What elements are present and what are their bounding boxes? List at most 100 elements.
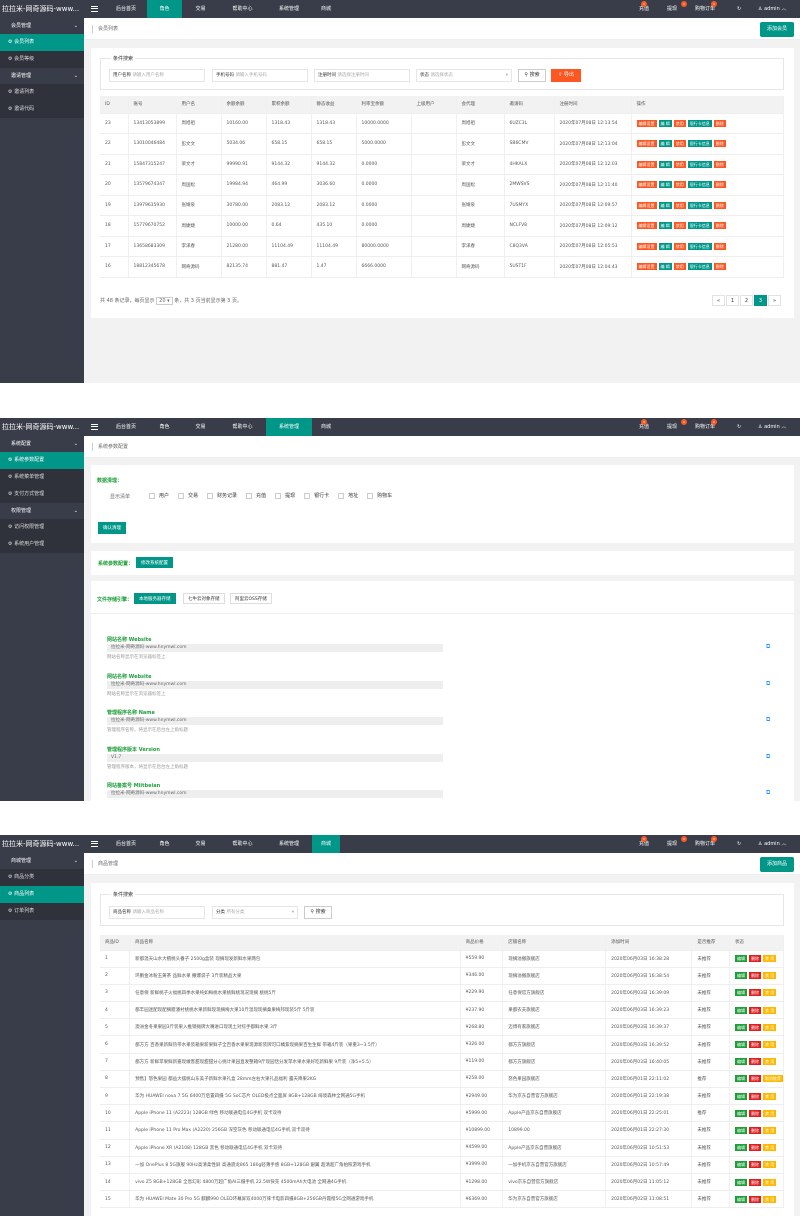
row-action-button[interactable]: 编辑 xyxy=(735,1161,747,1169)
row-action-button[interactable]: 编辑设置 xyxy=(636,263,657,271)
row-action-button[interactable]: 禁 用 xyxy=(763,1092,777,1100)
row-action-button[interactable]: 删除 xyxy=(713,181,726,189)
menu-toggle-icon[interactable] xyxy=(91,4,98,12)
row-action-button[interactable]: 编 辑 xyxy=(658,242,672,250)
refresh-icon[interactable]: ↻ xyxy=(737,424,742,430)
row-action-button[interactable]: 编辑 xyxy=(735,1092,747,1100)
row-action-button[interactable]: 禁 用 xyxy=(763,1195,777,1203)
nav-home[interactable]: 后台首页 xyxy=(115,841,136,847)
nav-help[interactable]: 帮助中心 xyxy=(232,6,253,12)
row-action-button[interactable]: 编辑设置 xyxy=(636,242,657,250)
clean-checkbox[interactable]: 交易 xyxy=(178,492,198,499)
nav-help[interactable]: 帮助中心 xyxy=(232,424,253,430)
row-action-button[interactable]: 禁 用 xyxy=(763,972,777,980)
copy-icon[interactable]: ⧉ xyxy=(766,679,771,687)
clean-checkbox[interactable]: 财务记录 xyxy=(207,492,237,499)
row-action-button[interactable]: 编 辑 xyxy=(658,181,672,189)
clean-checkbox[interactable]: 购物车 xyxy=(367,492,392,499)
row-action-button[interactable]: 银行卡信息 xyxy=(687,119,712,127)
row-action-button[interactable]: 编辑设置 xyxy=(636,181,657,189)
row-action-button[interactable]: 删除 xyxy=(749,1144,761,1152)
row-action-button[interactable]: 删除 xyxy=(713,140,726,148)
sidebar-group[interactable]: 会员管理 ⌄ xyxy=(0,18,84,34)
top-recharge[interactable]: 充值 xyxy=(639,835,649,853)
row-action-button[interactable]: 删除 xyxy=(749,1006,761,1014)
export-button[interactable]: ⇪ 导出 xyxy=(551,69,581,82)
row-action-button[interactable]: 银行卡信息 xyxy=(687,222,712,230)
storage-qiniu-button[interactable]: 七牛云对象存储 xyxy=(183,593,225,604)
row-action-button[interactable]: 银行卡信息 xyxy=(687,160,712,168)
add-member-button[interactable]: 添加会员 xyxy=(759,22,794,37)
row-action-button[interactable]: 编辑 xyxy=(735,1075,747,1083)
sidebar-group[interactable]: 系统配置 ⌄ xyxy=(0,436,84,452)
copy-icon[interactable]: ⧉ xyxy=(766,752,771,760)
row-action-button[interactable]: 编 辑 xyxy=(658,222,672,230)
nav-role[interactable]: 角色 xyxy=(159,841,170,847)
row-action-button[interactable]: 删除 xyxy=(749,1161,761,1169)
row-action-button[interactable]: 禁 用 xyxy=(763,1126,777,1134)
row-action-button[interactable]: 删除 xyxy=(749,1126,761,1134)
status-select[interactable]: 状态 请选择状态 ▾ xyxy=(416,69,512,82)
page-button[interactable]: 2 xyxy=(740,295,753,306)
top-recharge[interactable]: 充值 xyxy=(639,418,649,436)
row-action-button[interactable]: 禁 用 xyxy=(763,1161,777,1169)
copy-icon[interactable]: ⧉ xyxy=(766,643,771,650)
row-action-button[interactable]: 编辑 xyxy=(735,1195,747,1203)
row-action-button[interactable]: 禁用 xyxy=(673,160,686,168)
row-action-button[interactable]: 禁用 xyxy=(673,263,686,271)
row-action-button[interactable]: 编辑设置 xyxy=(636,119,657,127)
row-action-button[interactable]: 编辑设置 xyxy=(636,140,657,148)
row-action-button[interactable]: 禁 用 xyxy=(763,1058,777,1066)
row-action-button[interactable]: 编辑 xyxy=(735,1058,747,1066)
menu-toggle-icon[interactable] xyxy=(91,839,98,847)
search-button[interactable]: ⚲ 搜索 xyxy=(304,906,332,919)
clean-checkbox[interactable]: 银行卡 xyxy=(304,492,329,499)
row-action-button[interactable]: 禁用 xyxy=(673,242,686,250)
copy-icon[interactable]: ⧉ xyxy=(766,716,771,723)
field-input[interactable]: 拉拉米-网奇源码-www.hnymwl.com xyxy=(107,680,443,689)
row-action-button[interactable]: 编辑 xyxy=(735,1178,747,1186)
row-action-button[interactable]: 删除 xyxy=(749,1178,761,1186)
sidebar-item[interactable]: ⚙ 会员列表 xyxy=(0,34,84,51)
row-action-button[interactable]: 禁用 xyxy=(673,222,686,230)
row-action-button[interactable]: 编辑设置 xyxy=(636,160,657,168)
sidebar-item[interactable]: ⚙ 订单列表 xyxy=(0,903,84,920)
row-action-button[interactable]: 银行卡信息 xyxy=(687,181,712,189)
storage-aliyun-button[interactable]: 阿里云OSS存储 xyxy=(230,593,272,604)
row-action-button[interactable]: 编 辑 xyxy=(658,119,672,127)
nav-trade[interactable]: 交易 xyxy=(195,424,206,430)
sidebar-group[interactable]: 邀请管理 ⌄ xyxy=(0,68,84,84)
username-field[interactable]: 用户名称 请输入用户名称 xyxy=(109,69,205,82)
row-action-button[interactable]: 编辑 xyxy=(735,989,747,997)
row-action-button[interactable]: 编 辑 xyxy=(658,201,672,209)
row-action-button[interactable]: 银行卡信息 xyxy=(687,242,712,250)
clean-checkbox[interactable]: 用户 xyxy=(149,492,169,499)
nav-system[interactable]: 系统管理 xyxy=(266,418,312,436)
row-action-button[interactable]: 银行卡信息 xyxy=(687,201,712,209)
row-action-button[interactable]: 删除 xyxy=(749,1109,761,1117)
storage-local-button[interactable]: 本地服务器存储 xyxy=(134,593,176,604)
row-action-button[interactable]: 禁 用 xyxy=(763,955,777,963)
clean-checkbox[interactable]: 充值 xyxy=(246,492,266,499)
top-orders[interactable]: 购物订单 xyxy=(695,0,715,18)
sidebar-group[interactable]: 权限管理 ⌄ xyxy=(0,503,84,519)
row-action-button[interactable]: 银行卡信息 xyxy=(687,263,712,271)
sidebar-group[interactable]: 商城管理 ⌄ xyxy=(0,853,84,869)
phone-field[interactable]: 手机号码 请输入手机号码 xyxy=(212,69,308,82)
row-action-button[interactable]: 删除 xyxy=(749,989,761,997)
category-select[interactable]: 分类 所有分类 ▾ xyxy=(212,906,298,919)
nav-trade[interactable]: 交易 xyxy=(195,841,206,847)
row-action-button[interactable]: 编 辑 xyxy=(658,263,672,271)
row-action-button[interactable]: 禁用 xyxy=(673,140,686,148)
row-action-button[interactable]: 编辑 xyxy=(735,972,747,980)
row-action-button[interactable]: 禁用 xyxy=(673,181,686,189)
row-action-button[interactable]: 禁用 xyxy=(673,201,686,209)
user-menu[interactable]: ♙ admin ︿ xyxy=(758,418,786,436)
nav-system[interactable]: 系统管理 xyxy=(278,841,299,847)
row-action-button[interactable]: 删除 xyxy=(749,1023,761,1031)
sidebar-item[interactable]: ⚙ 访问权限管理 xyxy=(0,519,84,536)
clean-checkbox[interactable]: 提现 xyxy=(275,492,295,499)
row-action-button[interactable]: 编辑 xyxy=(735,1041,747,1049)
row-action-button[interactable]: 删除 xyxy=(749,955,761,963)
row-action-button[interactable]: 编辑 xyxy=(735,1144,747,1152)
